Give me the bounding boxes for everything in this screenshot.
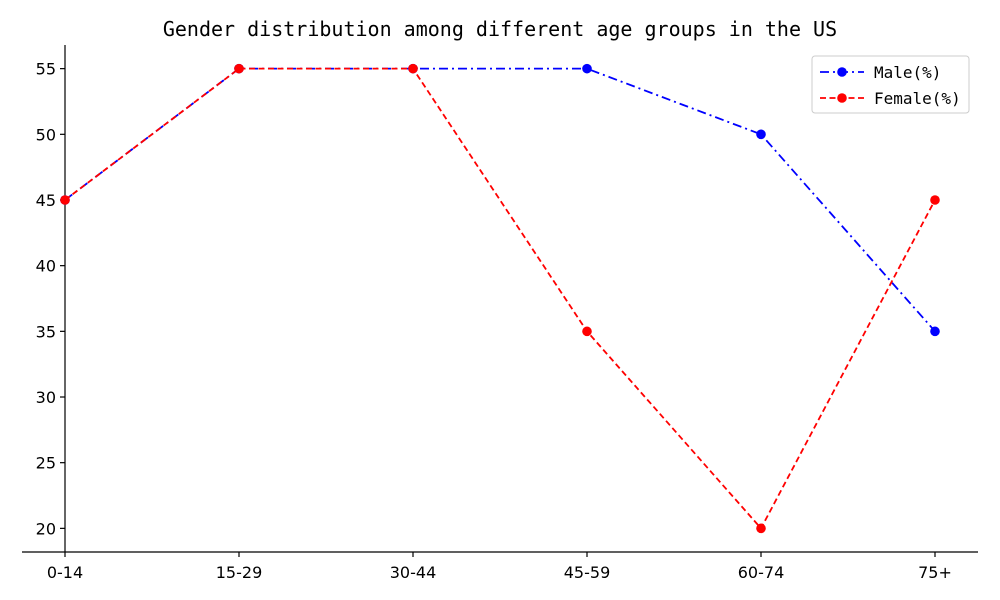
- data-point: [408, 63, 418, 74]
- x-tick-label: 15-29: [216, 563, 263, 582]
- legend-label: Male(%): [874, 63, 941, 82]
- series-male: [60, 63, 940, 337]
- y-tick-label: 50: [36, 125, 56, 144]
- legend-label: Female(%): [874, 89, 961, 108]
- legend-marker: [837, 93, 847, 103]
- data-point: [930, 326, 940, 337]
- y-tick-label: 30: [36, 388, 56, 407]
- y-tick-label: 55: [36, 60, 56, 79]
- legend-entries: Male(%) Female(%): [820, 63, 961, 108]
- x-tick-label: 30-44: [390, 563, 437, 582]
- x-ticks: 0-14 15-29 30-44 45-59 60-74 75+: [47, 552, 952, 582]
- x-tick-label: 0-14: [47, 563, 83, 582]
- legend: Male(%) Female(%): [811, 55, 970, 114]
- x-tick-label: 45-59: [564, 563, 611, 582]
- y-tick-label: 45: [36, 191, 56, 210]
- legend-entry: Male(%): [820, 63, 941, 82]
- data-point: [756, 523, 766, 534]
- data-point: [582, 63, 592, 74]
- data-point: [930, 195, 940, 205]
- data-point: [582, 326, 592, 337]
- series-line: [64, 67, 936, 530]
- series-female: [60, 63, 940, 534]
- y-tick-label: 25: [36, 454, 56, 473]
- y-ticks: 20 25 30 35 40 45 50 55: [36, 60, 65, 538]
- data-point: [60, 195, 70, 205]
- series-line: [64, 67, 936, 332]
- x-tick-label: 60-74: [738, 563, 785, 582]
- y-tick-label: 35: [36, 322, 56, 341]
- chart-title: Gender distribution among different age …: [163, 17, 837, 41]
- data-point: [756, 129, 766, 140]
- axes: [22, 45, 978, 553]
- legend-entry: Female(%): [820, 89, 961, 108]
- legend-marker: [837, 67, 847, 77]
- data-point: [234, 63, 244, 74]
- x-tick-label: 75+: [918, 563, 952, 582]
- y-tick-label: 20: [36, 519, 56, 538]
- series-layer: [60, 63, 940, 534]
- y-tick-label: 40: [36, 257, 56, 276]
